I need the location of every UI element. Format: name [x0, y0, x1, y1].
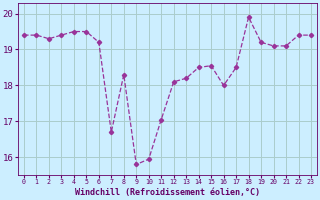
X-axis label: Windchill (Refroidissement éolien,°C): Windchill (Refroidissement éolien,°C): [75, 188, 260, 197]
